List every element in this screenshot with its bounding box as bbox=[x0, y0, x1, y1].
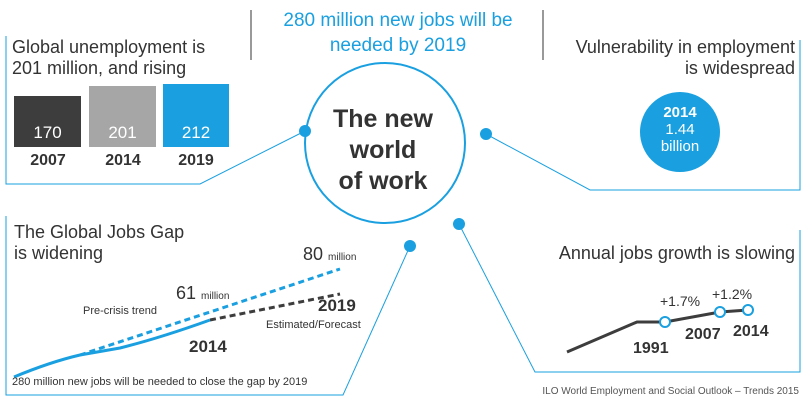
center-title-line2: world bbox=[349, 136, 417, 164]
jobs-gap-actual-line bbox=[13, 318, 211, 379]
bar-value: 201 bbox=[108, 123, 137, 142]
top-headline: 280 million new jobs will be needed by 2… bbox=[258, 8, 538, 58]
top-headline-line1: 280 million new jobs will be bbox=[283, 10, 513, 31]
jobs-gap-80-unit: million bbox=[328, 252, 357, 263]
vulnerability-title-line1: Vulnerability in employment bbox=[575, 37, 795, 57]
forecast-line bbox=[209, 292, 341, 322]
bar-2007: 170 bbox=[14, 96, 81, 147]
vulnerability-value: 1.44 bbox=[665, 121, 695, 138]
vulnerability-circle: 2014 1.44 billion bbox=[640, 92, 720, 172]
jobs-gap-footnote: 280 million new jobs will be needed to c… bbox=[12, 376, 308, 388]
unemployment-title-line1: Global unemployment is bbox=[12, 37, 206, 57]
node-dot-bottom-right bbox=[453, 218, 465, 230]
jobs-gap-title-line1: The Global Jobs Gap bbox=[14, 222, 185, 242]
unemployment-title: Global unemployment is 201 million, and … bbox=[12, 37, 205, 79]
growth-point-b bbox=[714, 306, 726, 318]
bar-year-label: 2007 bbox=[30, 152, 66, 169]
node-dot-right bbox=[480, 128, 492, 140]
vulnerability-title-line2: is widespread bbox=[684, 58, 795, 78]
bar-2019: 212 bbox=[163, 84, 229, 147]
unemployment-connector bbox=[5, 36, 306, 185]
center-title-line1: The new bbox=[332, 105, 433, 133]
node-dot-left bbox=[299, 125, 311, 137]
growth-title: Annual jobs growth is slowing bbox=[558, 243, 795, 263]
vulnerability-connector bbox=[485, 40, 801, 191]
growth-year-2014: 2014 bbox=[733, 323, 769, 340]
jobs-gap-title-line2: is widening bbox=[14, 243, 104, 263]
jobs-gap-80-value: 80 bbox=[303, 244, 324, 264]
center-title: The new world of work bbox=[308, 104, 458, 197]
bar-value: 212 bbox=[181, 123, 211, 142]
node-dot-bottom-left bbox=[404, 240, 416, 252]
bar-year-label: 2019 bbox=[178, 152, 214, 169]
center-circle bbox=[304, 62, 466, 224]
growth-year-1991: 1991 bbox=[633, 340, 669, 357]
growth-year-2007: 2007 bbox=[685, 326, 721, 343]
vulnerability-unit: billion bbox=[660, 138, 700, 155]
jobs-gap-80-label: 80 million bbox=[303, 244, 356, 265]
unemployment-title-line2: 201 million, and rising bbox=[12, 58, 187, 78]
jobs-gap-year-2019: 2019 bbox=[318, 296, 356, 315]
bar-year-label: 2014 bbox=[105, 152, 141, 169]
growth-label-b: +1.2% bbox=[712, 286, 753, 302]
growth-label-a: +1.7% bbox=[660, 293, 701, 309]
center-title-line3: of work bbox=[338, 167, 428, 195]
jobs-gap-61-label: 61 million bbox=[176, 283, 229, 304]
jobs-gap-year-2014: 2014 bbox=[189, 337, 227, 356]
pre-crisis-trend-line bbox=[79, 267, 341, 357]
bar-value: 170 bbox=[33, 123, 62, 142]
jobs-gap-title: The Global Jobs Gap is widening bbox=[14, 222, 184, 264]
vulnerability-title: Vulnerability in employment is widesprea… bbox=[576, 37, 795, 79]
source-credit: ILO World Employment and Social Outlook … bbox=[542, 386, 799, 397]
jobs-gap-connector bbox=[5, 216, 411, 396]
jobs-gap-61-unit: million bbox=[201, 291, 230, 302]
bar-2014: 201 bbox=[89, 86, 156, 147]
pre-crisis-label: Pre-crisis trend bbox=[83, 305, 157, 317]
vulnerability-year: 2014 bbox=[663, 104, 697, 121]
growth-point-a bbox=[659, 316, 671, 328]
growth-connector bbox=[458, 223, 801, 373]
growth-point-c bbox=[742, 304, 754, 316]
top-headline-line2: needed by 2019 bbox=[329, 35, 467, 56]
estimated-forecast-label: Estimated/Forecast bbox=[266, 319, 361, 331]
jobs-gap-61-value: 61 bbox=[176, 283, 197, 303]
